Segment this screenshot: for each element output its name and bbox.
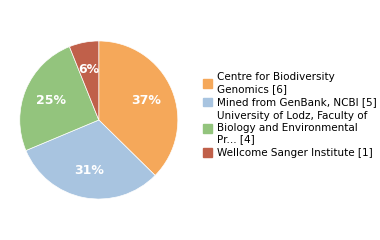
Wedge shape [20, 47, 99, 150]
Text: 25%: 25% [36, 94, 66, 107]
Legend: Centre for Biodiversity
Genomics [6], Mined from GenBank, NCBI [5], University o: Centre for Biodiversity Genomics [6], Mi… [203, 72, 377, 158]
Text: 37%: 37% [131, 94, 161, 107]
Wedge shape [99, 41, 178, 175]
Wedge shape [70, 41, 99, 120]
Wedge shape [26, 120, 155, 199]
Text: 6%: 6% [79, 63, 100, 76]
Text: 31%: 31% [74, 164, 104, 177]
